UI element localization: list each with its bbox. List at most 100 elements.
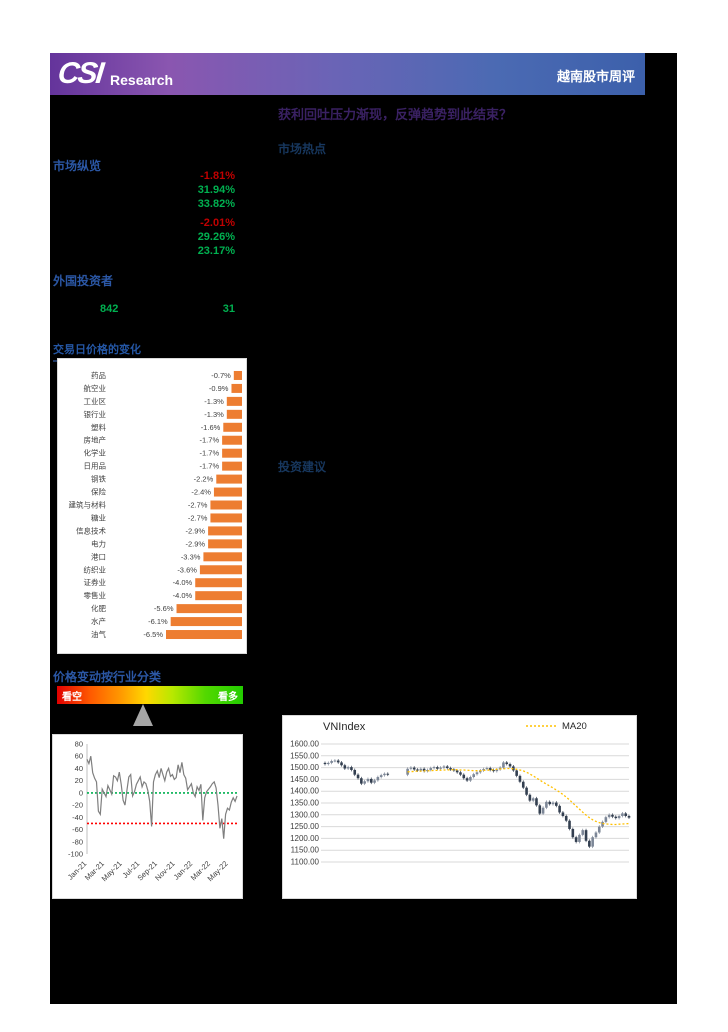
- candle-body: [419, 768, 423, 771]
- candle-body: [607, 814, 611, 818]
- candle-body: [578, 834, 581, 842]
- chart-title: VNIndex: [323, 721, 366, 733]
- candle-body: [505, 762, 509, 765]
- y-tick-label: 1400.00: [290, 787, 319, 796]
- sector-bar: [222, 435, 242, 445]
- candle-body: [492, 769, 495, 772]
- candle-body: [488, 768, 492, 770]
- candle-body: [366, 778, 370, 782]
- y-tick-label: -40: [72, 813, 83, 822]
- candle-body: [604, 817, 608, 822]
- ma20-line: [407, 767, 630, 826]
- chart-canvas: 806040200-20-40-60-80-100Jan-21Mar-21May…: [66, 740, 238, 883]
- y-tick-label: -60: [72, 825, 83, 834]
- candle-body: [475, 772, 479, 775]
- sector-value-label: -2.4%: [191, 488, 211, 497]
- x-tick-label: Nov-21: [153, 859, 176, 882]
- sector-bar: [222, 461, 242, 471]
- candle-body: [597, 826, 601, 833]
- sector-bar: [208, 539, 242, 549]
- candle-body: [363, 781, 366, 784]
- candle-body: [472, 774, 475, 778]
- candle-body: [439, 767, 442, 769]
- candle-body: [360, 778, 363, 784]
- candle-body: [459, 772, 462, 775]
- candle-body: [482, 769, 485, 771]
- sector-bar: [226, 409, 242, 419]
- candle-body: [541, 807, 545, 814]
- chart-canvas: 1600.00 1550.00 1500.00 1450.00 1400.00 1350.…: [290, 721, 631, 867]
- candle-body: [584, 830, 588, 841]
- foreign-investor-values: 842 31: [100, 303, 235, 315]
- candle-body: [327, 762, 330, 765]
- candle-body: [465, 778, 469, 781]
- candle-body: [525, 787, 528, 795]
- y-tick-label: 1150.00: [291, 846, 320, 855]
- csi-logo-research: Research: [110, 72, 174, 88]
- candle-body: [601, 821, 604, 827]
- candle-body: [376, 777, 380, 781]
- y-tick-label: 1100.00: [291, 858, 320, 867]
- market-overview-stats: -1.81% 31.94% 33.82% -2.01% 29.26% 23.17%: [150, 169, 235, 258]
- sector-bar: [216, 474, 242, 484]
- sector-bar: [210, 500, 242, 510]
- sector-bar: [231, 383, 242, 393]
- sector-value-label: -1.6%: [201, 423, 221, 432]
- sector-name-label: 化肥: [91, 603, 106, 613]
- candle-body: [515, 770, 518, 776]
- candle-body: [442, 766, 446, 768]
- section-sentiment-gauge: 价格变动按行业分类: [53, 670, 162, 684]
- sector-name-label: 建筑与材料: [69, 500, 107, 510]
- y-tick-label: 1500.00: [290, 763, 319, 772]
- momentum-line-chart: 80 60 40 20 0 -20 -40 -60 -80 -100 Jan-21 Mar-21 May…: [52, 734, 243, 899]
- page-headline: 获利回吐压力渐现，反弹趋势到此结束？: [278, 107, 513, 122]
- sector-name-label: 银行业: [84, 409, 107, 419]
- bullish-label: 看多: [218, 691, 238, 703]
- sector-name-label: 房地产: [84, 435, 107, 445]
- vnindex-candle-chart: 1600.00 1550.00 1500.00 1450.00 1400.00 1350.…: [282, 715, 637, 899]
- candle-body: [545, 801, 548, 808]
- candle-body: [340, 762, 343, 766]
- candle-body: [624, 813, 627, 816]
- sector-value-label: -0.7%: [211, 371, 231, 380]
- candle-body: [452, 769, 456, 771]
- candle-body: [383, 773, 386, 776]
- sector-value-label: -6.1%: [148, 617, 168, 626]
- sector-bar: [226, 396, 242, 406]
- sector-bar-chart: -0.7% 药品 -0.9% 航空业 -1.3% 工业区 -1.3% 银行业 -1.6% 塑料 -1…: [57, 358, 247, 654]
- sector-name-label: 工业区: [84, 396, 107, 406]
- sector-bar: [210, 513, 242, 523]
- y-tick-label: 1250.00: [290, 822, 319, 831]
- candle-body: [386, 773, 390, 775]
- y-tick-label: 60: [75, 752, 83, 761]
- sector-value-label: -6.5%: [143, 630, 163, 639]
- candle-body: [594, 832, 598, 838]
- y-tick-label: -80: [72, 837, 83, 846]
- sector-value-label: -2.2%: [194, 475, 214, 484]
- candle-body: [571, 828, 575, 838]
- candle-body: [621, 813, 624, 816]
- sector-value-label: -1.7%: [200, 436, 220, 445]
- sector-value-label: -1.7%: [200, 462, 220, 471]
- sector-bar: [222, 448, 242, 458]
- sector-name-label: 塑料: [91, 422, 106, 432]
- candle-body: [432, 767, 436, 769]
- overview-stat-value: 33.82%: [197, 198, 235, 210]
- y-tick-label: -100: [68, 850, 83, 859]
- overview-stat-value: 29.26%: [197, 231, 235, 243]
- bearish-label: 看空: [62, 691, 82, 703]
- candle-body: [495, 769, 499, 772]
- y-tick-label: 40: [75, 764, 83, 773]
- candle-body: [422, 768, 426, 772]
- sector-name-label: 药品: [91, 370, 106, 380]
- candle-body: [518, 775, 522, 782]
- chart-canvas: -0.7% 药品 -0.9% 航空业 -1.3% 工业区 -1.3% 银行业 -1.6% 塑料 -1…: [69, 370, 242, 640]
- sector-bar: [208, 526, 242, 536]
- candle-body: [412, 767, 416, 770]
- y-tick-label: 1350.00: [290, 799, 319, 808]
- sector-bar: [195, 578, 242, 588]
- candle-body: [330, 760, 333, 763]
- candle-body: [436, 767, 439, 769]
- sector-value-label: -2.9%: [185, 526, 205, 535]
- sector-name-label: 信息技术: [76, 525, 106, 535]
